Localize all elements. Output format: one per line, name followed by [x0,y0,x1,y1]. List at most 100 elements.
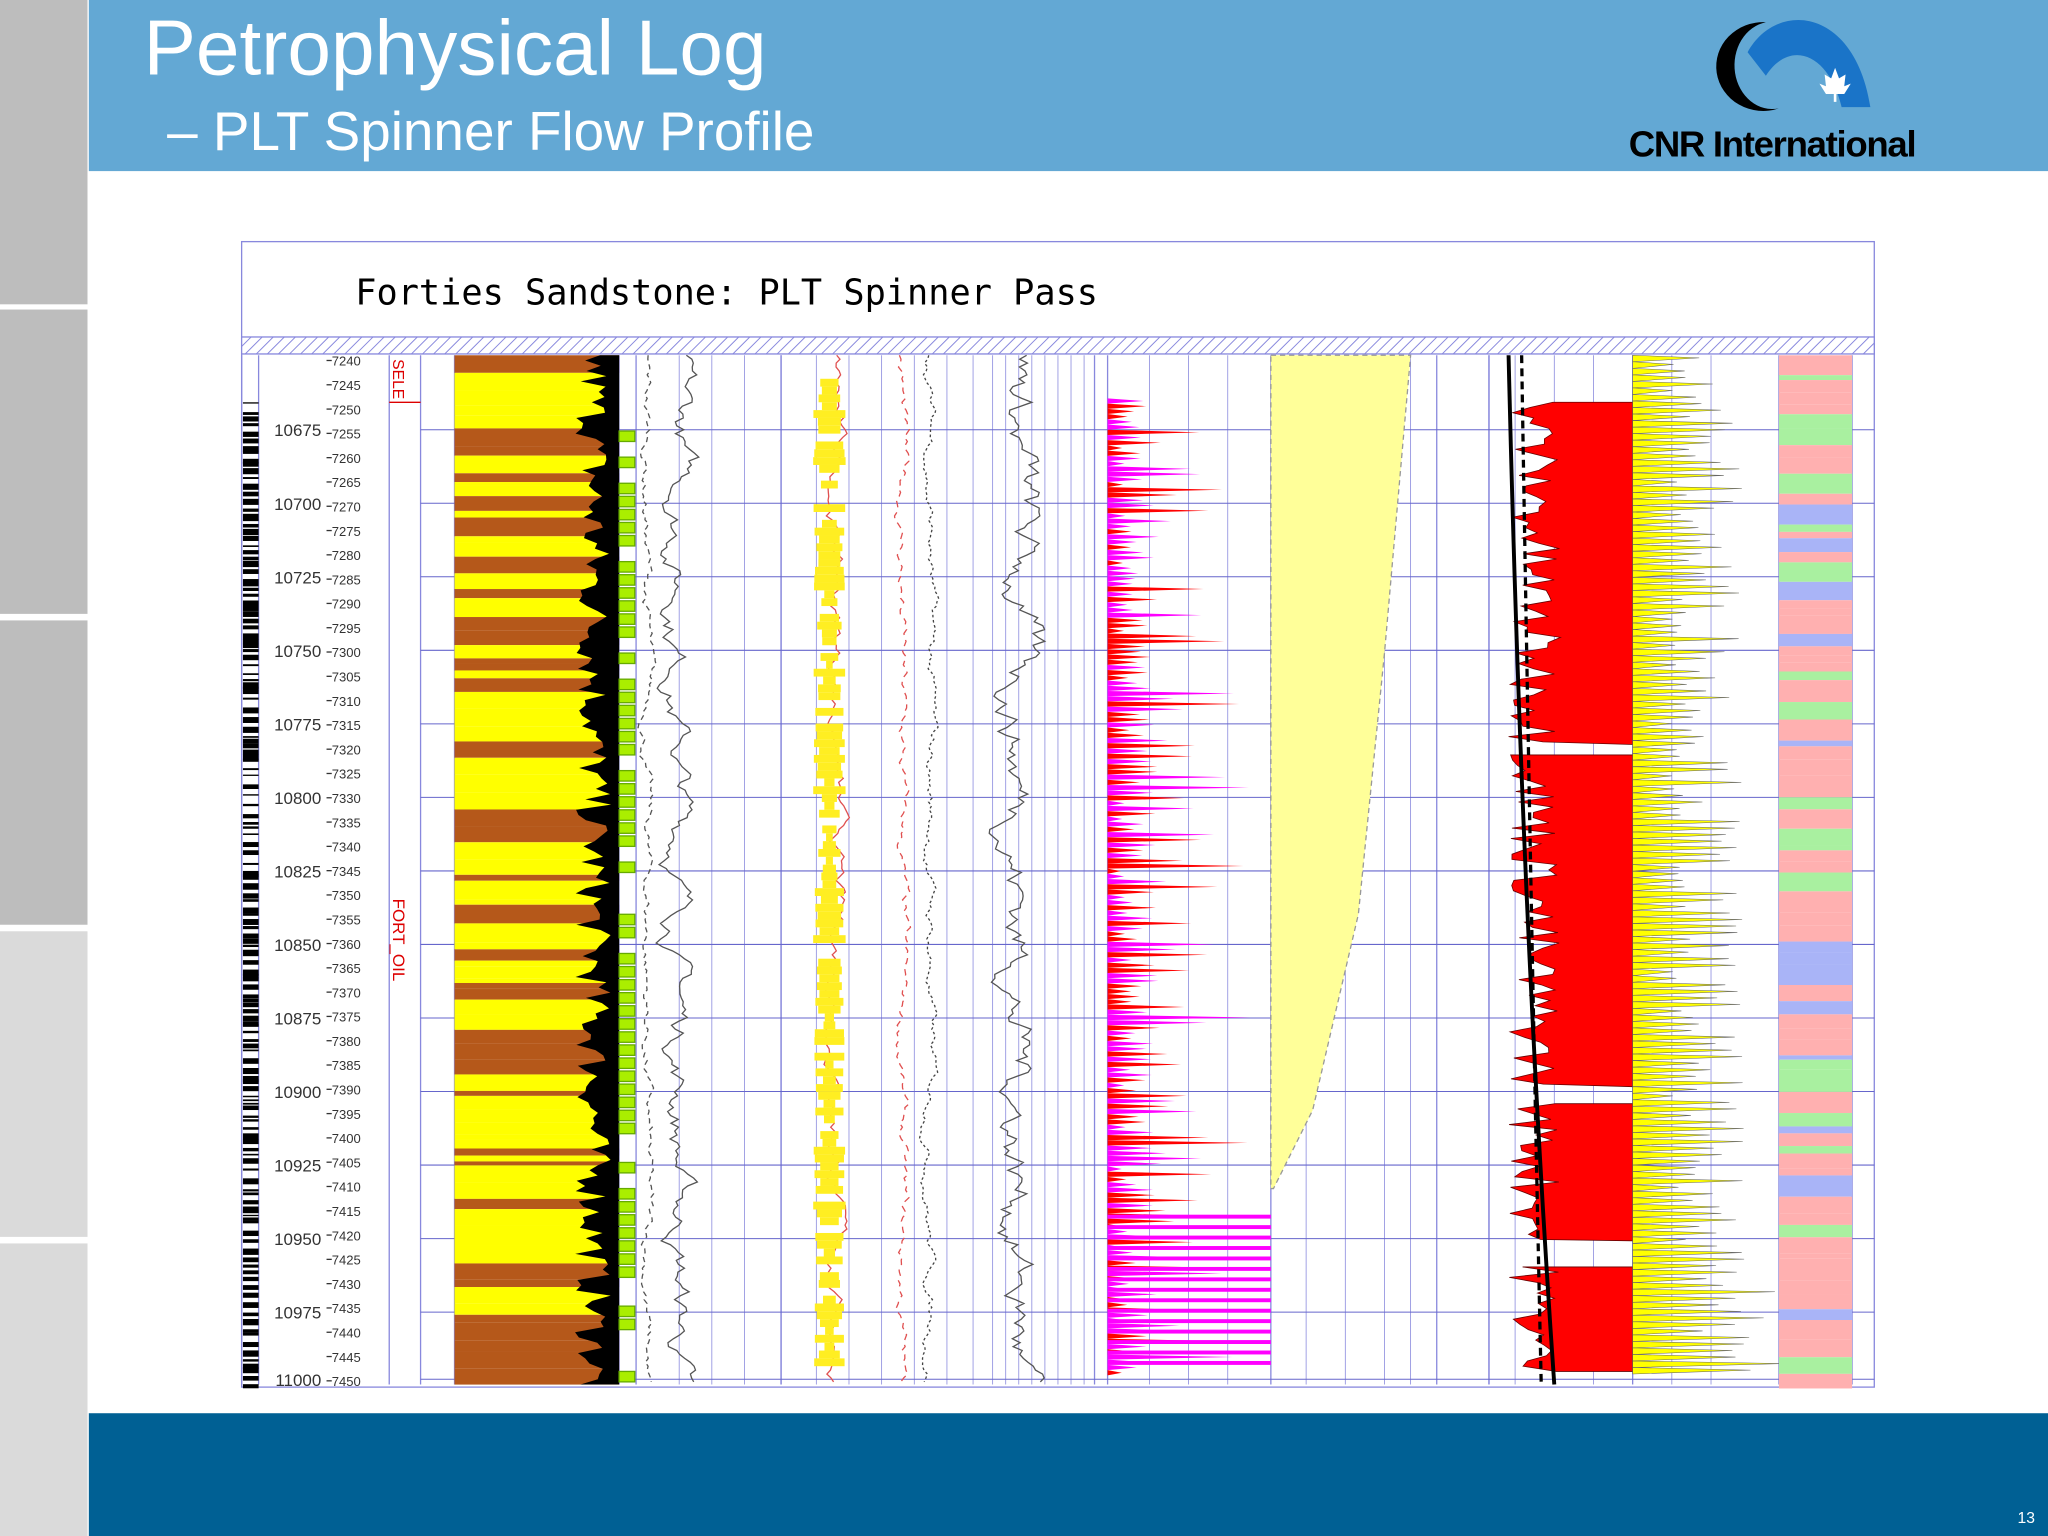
yellow-fill [815,723,844,732]
flag [618,1266,636,1279]
facies-band [1778,1280,1853,1295]
yellow-spike [1632,1027,1692,1035]
tvd-label: 7445 [332,1350,361,1365]
md-label: 10925 [274,1157,321,1176]
core-bar [242,458,259,464]
core-bar [242,1200,259,1205]
core-bar [242,938,259,944]
litho-band [454,355,620,373]
spike [1107,544,1132,550]
yellow-spike [1632,629,1678,637]
zone-label: FORT_OIL [389,899,408,982]
flag [618,1200,636,1213]
spike [1107,581,1133,587]
yellow-fill [818,1350,840,1359]
spike [1107,795,1185,801]
md-label: 10775 [274,715,321,734]
litho-band [454,536,620,543]
spike [1107,429,1200,435]
yellow-fill [819,1319,839,1328]
spike [1107,1192,1155,1198]
core-bar [242,446,259,452]
litho-band [454,542,620,557]
core-bar [242,1319,259,1326]
tvd-label: 7295 [332,621,361,636]
litho-band [454,978,620,983]
core-bar [242,707,259,714]
litho-band [454,1225,620,1246]
facies-band [1778,702,1853,720]
yellow-fill [813,935,846,944]
tvd-label: 7370 [332,985,361,1000]
litho-band [454,1155,620,1162]
yellow-spike [1632,786,1675,794]
core-bar [242,1375,259,1381]
core-bar [242,933,259,939]
yellow-spike [1632,714,1693,722]
magenta-band [1107,1277,1271,1282]
yellow-spike [1632,1256,1745,1264]
facies-band [1778,1059,1853,1070]
yellow-spike [1632,1171,1695,1179]
spike [1107,790,1154,796]
yellow-spike [1632,603,1725,611]
yellow-fill [815,1068,844,1077]
core-bar [242,1178,259,1183]
spike [1107,419,1132,425]
md-label: 10675 [274,421,321,440]
yellow-fill [813,754,845,763]
yellow-fill [813,410,846,418]
yellow-fill [814,1154,844,1163]
core-bar [242,1030,259,1034]
core-bar [242,926,259,930]
litho-band [454,510,620,518]
magenta-band [1107,1246,1271,1250]
litho-band [454,966,620,979]
litho-band [454,598,620,618]
yellow-fill [814,1334,844,1343]
core-bar [242,604,259,611]
facies-band [1778,1309,1853,1321]
yellow-spike [1632,1151,1722,1159]
spike [1107,403,1147,409]
spike [1107,732,1144,738]
litho-band [454,988,620,1000]
spike [1107,518,1171,524]
core-bar [242,639,259,645]
flag [618,991,636,1004]
yellow-spike [1632,1321,1735,1329]
spike [1107,1239,1193,1245]
core-bar [242,944,259,948]
yellow-spike [1632,1034,1735,1042]
facies-band [1778,615,1853,634]
yellow-spike [1632,511,1681,519]
spike [1107,1260,1136,1266]
spike [1107,764,1158,770]
yellow-fill [817,911,842,920]
yellow-spike [1632,897,1724,905]
core-bar [242,1095,259,1098]
core-bar [242,973,259,979]
facies-band [1778,680,1853,703]
yellow-fill [814,1052,845,1061]
yellow-fill [815,707,844,716]
core-bar [242,1276,259,1282]
yellow-spike [1632,981,1726,990]
footer-band [88,1413,2048,1536]
flag [618,1227,636,1239]
yellow-spike [1632,1262,1717,1270]
yellow-spike [1632,537,1701,545]
core-bar [242,726,259,733]
core-bar [242,873,259,880]
core-bar [242,1168,259,1171]
spike [1107,978,1159,984]
flag [618,965,636,978]
spike [1107,628,1125,634]
yellow-spike [1632,609,1686,617]
yellow-spike [1632,368,1685,376]
facies-band [1778,1126,1853,1134]
yellow-spike [1632,740,1695,748]
red-fill [1508,754,1634,1088]
tvd-label: 7340 [332,840,361,855]
flag [618,783,636,795]
